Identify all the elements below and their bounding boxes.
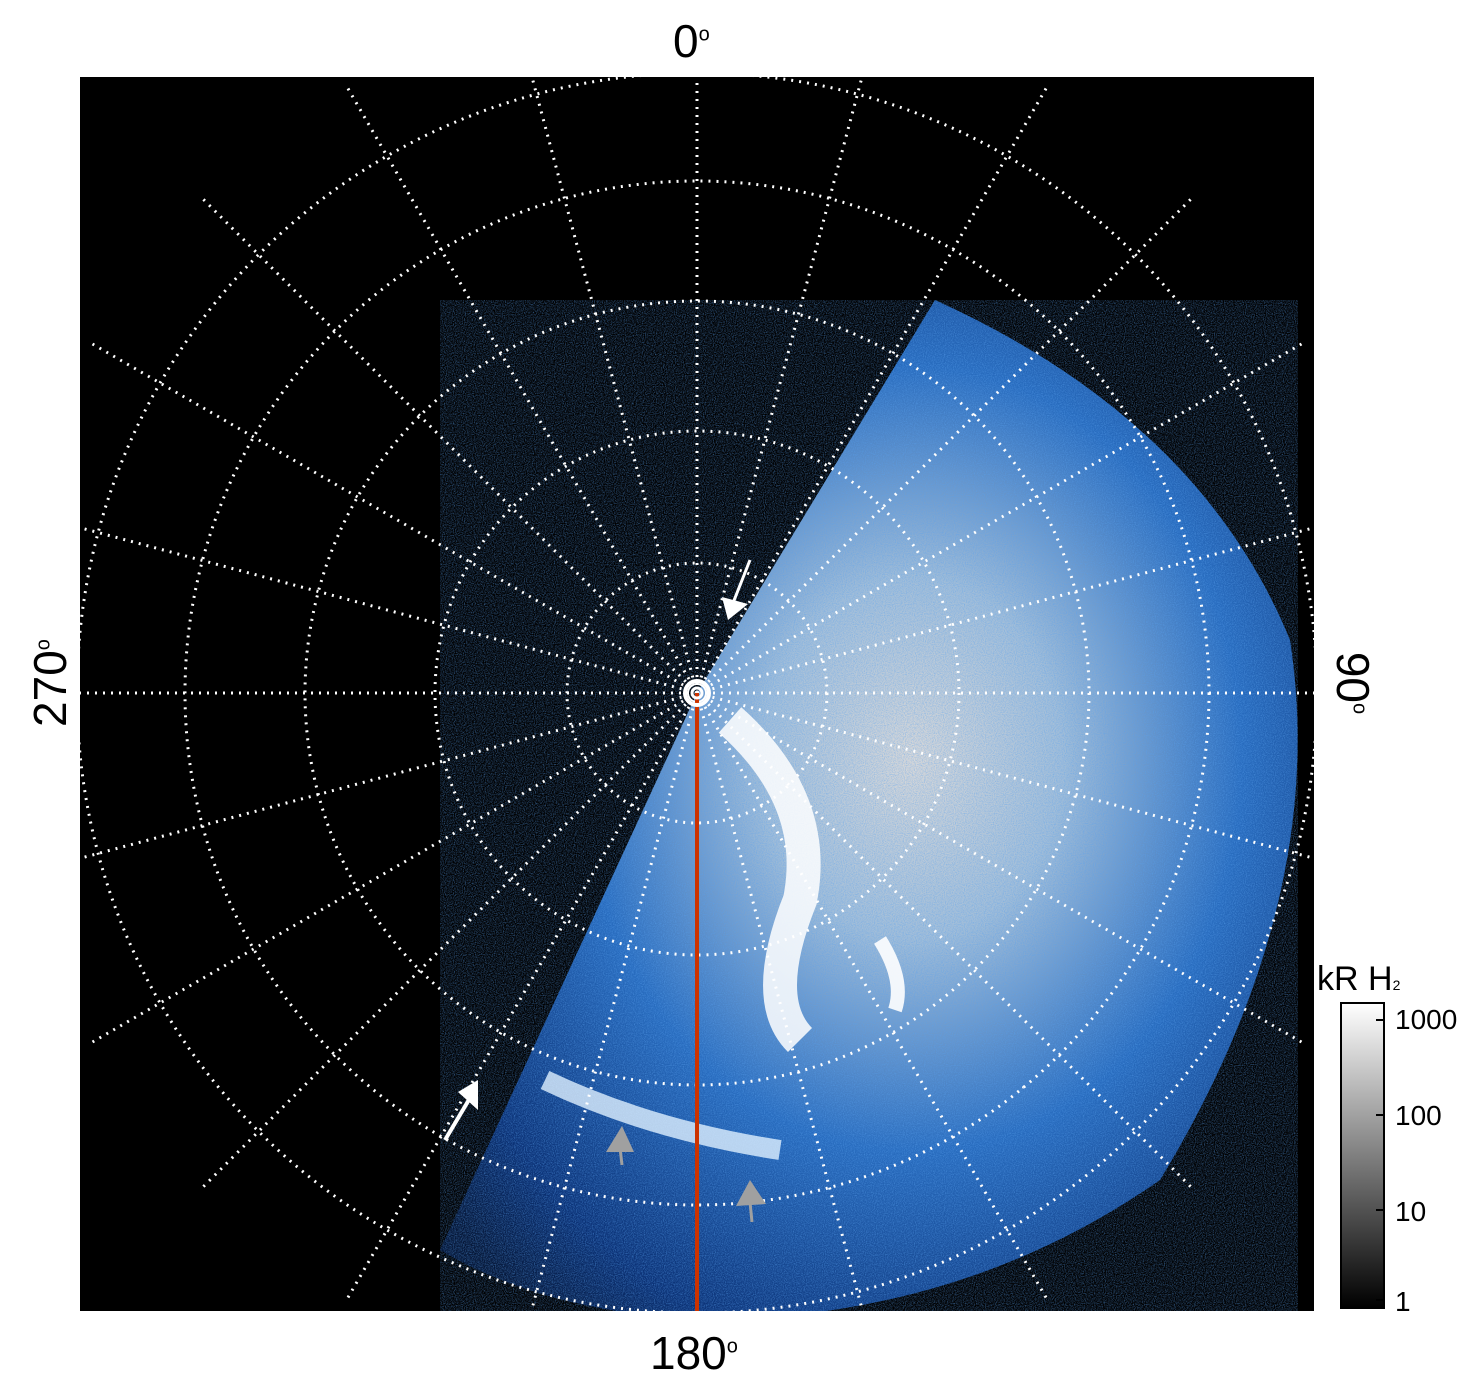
latitude-circle xyxy=(433,429,961,957)
pole-marker-inner xyxy=(690,686,704,700)
outer-emission-arc xyxy=(540,1070,782,1160)
longitude-label-bottom: 180o xyxy=(650,1327,738,1379)
longitude-label-top: 0o xyxy=(673,15,710,67)
colorbar-tick-label: 100 xyxy=(1395,1100,1442,1131)
aurora-noise-texture xyxy=(440,300,1298,1311)
arrow-white-top xyxy=(722,559,752,620)
arrow-grey-1 xyxy=(606,1126,634,1166)
arrow-grey-2 xyxy=(736,1180,766,1223)
colorbar-tick-label: 10 xyxy=(1395,1196,1427,1227)
arrow-white-left xyxy=(443,1080,478,1142)
longitude-label-left: 270o xyxy=(23,639,76,727)
main-auroral-oval xyxy=(718,707,821,1053)
pole-marker-outer xyxy=(683,679,711,707)
colorbar xyxy=(1340,1002,1385,1309)
longitude-label-right: 90o xyxy=(1327,651,1380,715)
bright-spot-arc xyxy=(874,936,905,1013)
colorbar-tick-label: 1000 xyxy=(1395,1004,1458,1035)
lat-lon-grid xyxy=(80,77,1314,1311)
colorbar-tick-label: 1 xyxy=(1395,1286,1411,1317)
colorbar-title: kR H2 xyxy=(1317,960,1401,998)
colorbar-ticks xyxy=(1376,1019,1384,1301)
